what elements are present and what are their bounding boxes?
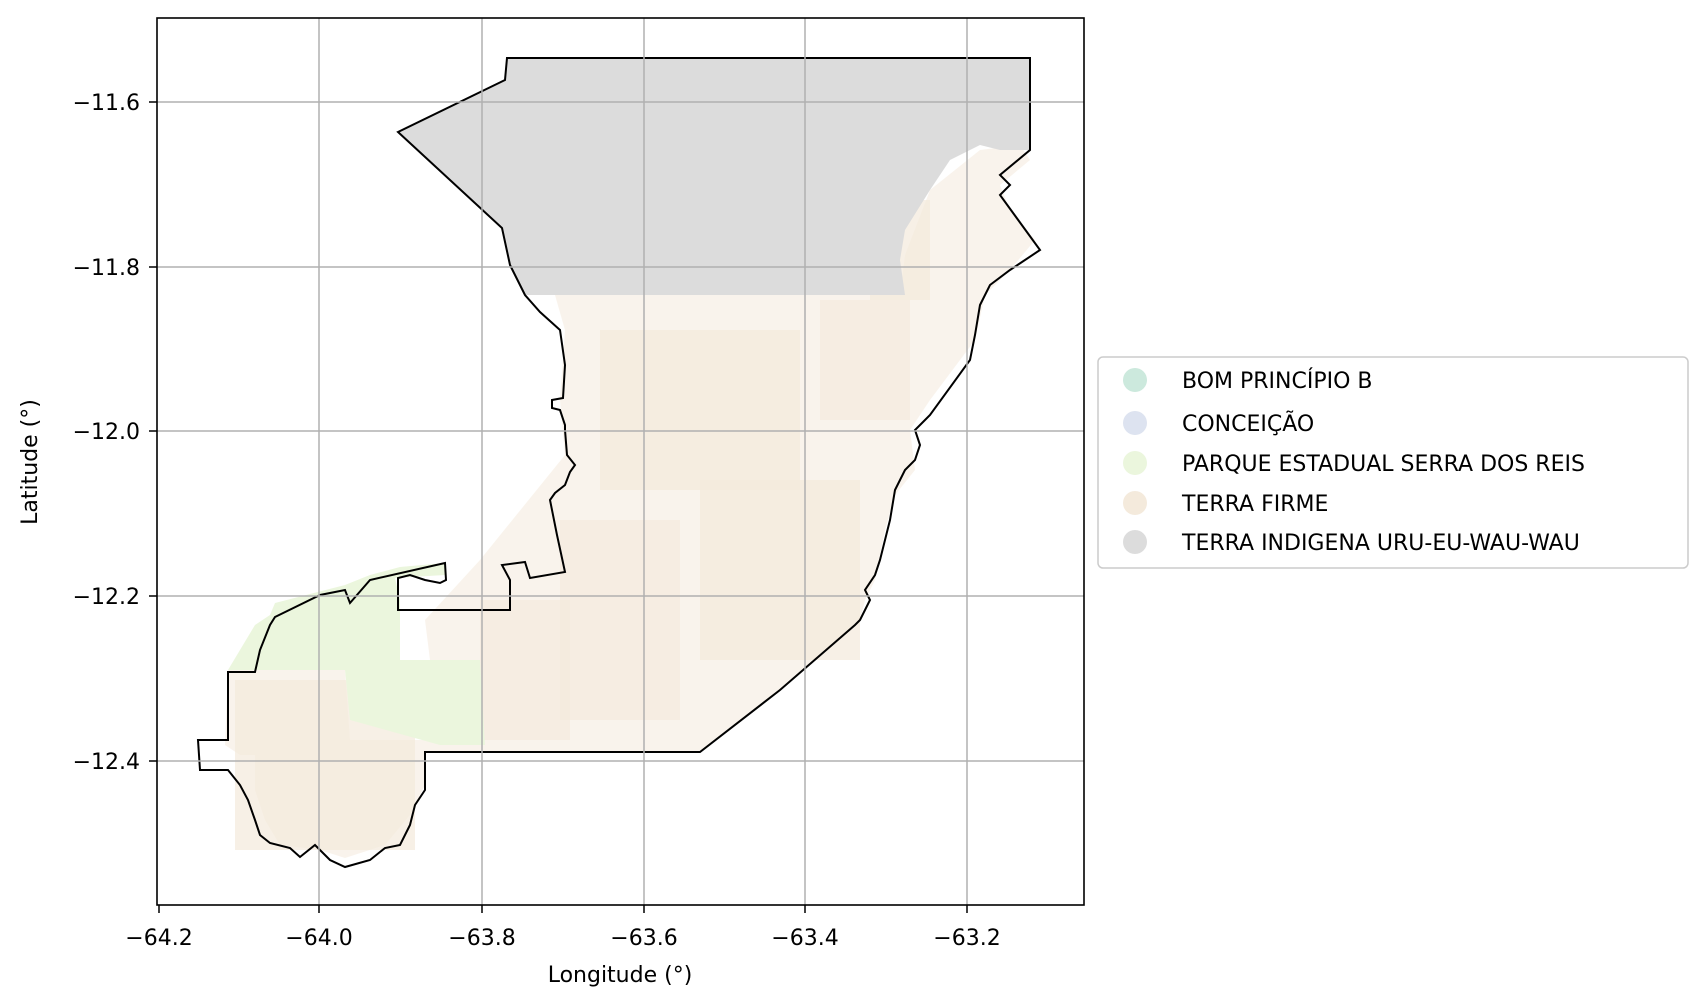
x-ticks (158, 905, 968, 913)
y-axis-label: Latitude (°) (18, 399, 43, 525)
y-tick-label: −11.6 (73, 91, 140, 116)
legend-marker (1123, 451, 1147, 475)
x-tick-labels: −64.2 −64.0 −63.8 −63.6 −63.4 −63.2 (125, 926, 1000, 951)
terra-indigena-region (398, 58, 1030, 295)
y-tick-label: −12.0 (73, 420, 140, 445)
x-axis-label: Longitude (°) (548, 963, 693, 988)
y-tick-label: −12.4 (73, 750, 140, 775)
y-ticks (149, 101, 157, 762)
x-tick-label: −64.2 (125, 926, 192, 951)
y-tick-labels: −11.6 −11.8 −12.0 −12.2 −12.4 (73, 91, 140, 775)
legend-label: TERRA INDIGENA URU-EU-WAU-WAU (1181, 531, 1580, 556)
y-tick-label: −11.8 (73, 256, 140, 281)
x-tick-label: −63.8 (448, 926, 515, 951)
region-outline (196, 57, 1042, 869)
y-tick-label: −12.2 (73, 585, 140, 610)
x-tick-label: −63.6 (610, 926, 677, 951)
legend-marker (1123, 368, 1147, 392)
legend: BOM PRINCÍPIO B CONCEIÇÃO PARQUE ESTADUA… (1097, 356, 1689, 569)
legend-marker (1123, 491, 1147, 515)
terra-firme-region (225, 145, 1035, 858)
legend-label: CONCEIÇÃO (1182, 410, 1314, 437)
x-tick-label: −63.2 (933, 926, 1000, 951)
legend-label: BOM PRINCÍPIO B (1182, 368, 1373, 394)
x-tick-label: −64.0 (285, 926, 352, 951)
legend-marker (1123, 411, 1147, 435)
legend-marker (1123, 530, 1147, 554)
legend-label: PARQUE ESTADUAL SERRA DOS REIS (1182, 452, 1585, 477)
legend-label: TERRA FIRME (1181, 492, 1328, 517)
x-tick-label: −63.4 (771, 926, 838, 951)
grid (157, 18, 1084, 905)
axes-frame (156, 17, 1085, 906)
legend-box (1097, 356, 1689, 569)
